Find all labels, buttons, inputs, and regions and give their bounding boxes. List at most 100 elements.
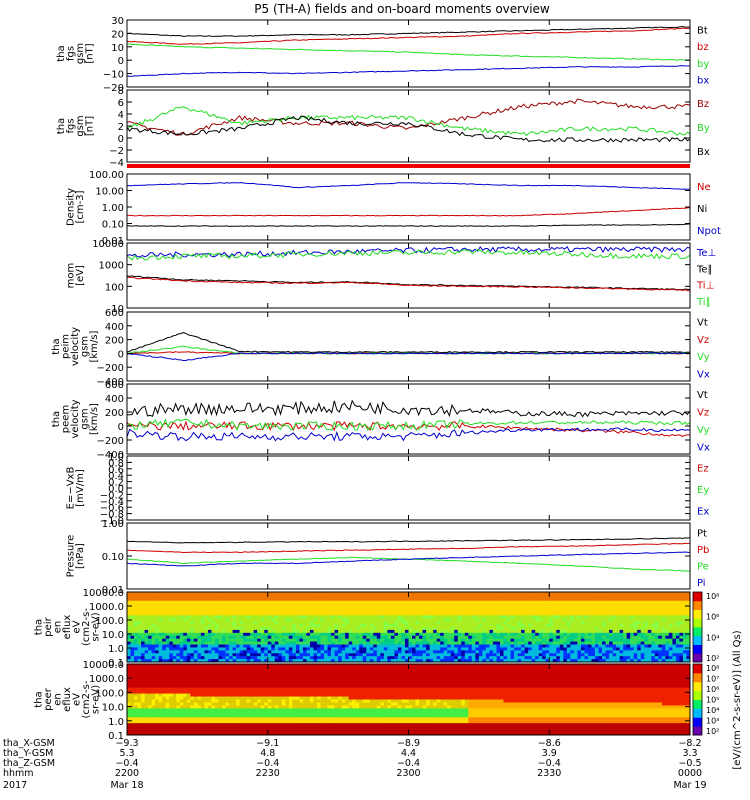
colorbar-segment — [693, 726, 702, 736]
legend-entry: Ti⊥ — [696, 281, 714, 292]
colorbar-segment — [693, 664, 702, 674]
y-tick-label: 10 — [111, 43, 124, 54]
colorbar-segment — [693, 609, 702, 619]
y-tick-label: 0.1 — [108, 731, 124, 742]
y-tick-label: 600 — [105, 380, 124, 391]
series-Pb — [126, 542, 691, 554]
y-label-line: sr-eV) — [91, 612, 102, 641]
event-bar — [127, 164, 690, 168]
x-row-label: tha_X-GSM — [3, 738, 55, 749]
series-bx — [126, 65, 691, 77]
y-tick-label: 30 — [111, 16, 124, 27]
y-tick-label: 20 — [111, 29, 124, 40]
colorbar-segment — [693, 627, 702, 637]
x-row-value: −0.4 — [256, 758, 279, 769]
y-tick-label: 100.0 — [95, 616, 124, 627]
panel-frame — [126, 242, 691, 309]
y-tick-label: −0.2 — [100, 490, 124, 501]
y-tick-label: 0.6 — [108, 465, 124, 476]
y-label-line: mom — [65, 263, 76, 289]
series-Ne — [126, 207, 691, 217]
y-tick-label: 0 — [118, 134, 124, 145]
colorbar: 10² 10⁴ 10⁶ 10⁸ — [692, 591, 719, 663]
y-label-line: [cm-3] — [75, 190, 86, 223]
legend: Te⊥ Te∥ Ti⊥ Ti∥ — [696, 248, 716, 308]
panel-frame — [126, 89, 691, 163]
y-label-line: tha — [56, 45, 67, 61]
y-tick-label: 0.1 — [108, 658, 124, 669]
y-tick-label: −0.4 — [100, 497, 124, 508]
y-tick-label: 1.0 — [108, 644, 124, 655]
series-Ti⊥ — [126, 276, 691, 292]
y-label-line: peim — [61, 334, 72, 359]
y-axis-label: Density[cm-3] — [65, 188, 86, 226]
legend-entry: Te∥ — [696, 264, 713, 275]
y-label-line: fgs — [65, 118, 76, 133]
legend-entry: Pe — [697, 561, 709, 572]
y-tick-label: −0.6 — [100, 503, 124, 514]
series-Pi — [126, 551, 691, 567]
x-row-value: 2200 — [115, 768, 139, 779]
series-Bx — [126, 115, 691, 143]
y-label-line: (cm2-s- — [81, 608, 92, 646]
legend-entry: bz — [697, 42, 709, 53]
y-label-line: peir — [43, 616, 54, 636]
legend: Ez Ey Ex — [697, 464, 709, 518]
colorbar-segment — [693, 699, 702, 709]
series-Vy — [126, 418, 691, 432]
y-tick-label: 1.00 — [102, 519, 124, 530]
series-Bz — [126, 98, 691, 136]
x-date-start: Mar 18 — [110, 780, 143, 791]
y-tick-label: 0 — [118, 349, 124, 360]
x-row-label: tha_Y-GSM — [3, 748, 53, 759]
y-label-line: velocity — [70, 399, 81, 438]
x-row-value: −0.4 — [538, 758, 561, 769]
y-tick-label: 0.10 — [102, 220, 124, 231]
y-label-line: gsm — [75, 115, 86, 136]
series-bz — [126, 27, 691, 45]
x-row-value: −9.3 — [115, 738, 138, 749]
y-tick-label: −4 — [109, 158, 124, 169]
y-axis-label: mom[eV] — [65, 263, 86, 289]
legend-entry: Npot — [697, 226, 721, 237]
colorbar-segment — [693, 618, 702, 628]
y-tick-label: −0.8 — [100, 510, 124, 521]
legend-entry: Ez — [697, 464, 709, 475]
legend-entry: Ni — [697, 204, 707, 215]
legend-entry: by — [697, 59, 709, 70]
y-tick-label: 400 — [105, 394, 124, 405]
y-tick-label: 100 — [105, 282, 124, 293]
colorbar-tick-label: 10⁴ — [706, 633, 719, 642]
x-row-value: −0.4 — [115, 758, 138, 769]
colorbar-segment — [693, 690, 702, 701]
legend: Ne Ni Npot — [697, 182, 721, 237]
panel-frame — [126, 383, 691, 455]
colorbar-tick-label: 10² — [706, 654, 719, 663]
colorbar-frame — [692, 591, 703, 663]
y-tick-label: −400 — [97, 377, 124, 388]
y-label-line: sr-eV) — [91, 685, 102, 714]
x-row-label: hhmm — [3, 768, 34, 779]
y-tick-label: 0.0 — [108, 484, 124, 495]
series-Vx — [126, 352, 691, 361]
y-tick-label: 1000.0 — [89, 674, 124, 685]
plot-title: P5 (TH-A) fields and on-board moments ov… — [254, 2, 550, 16]
x-date-end: Mar 19 — [673, 780, 706, 791]
y-label-line: tha — [51, 338, 62, 354]
legend-entry: Vt — [697, 390, 708, 401]
y-label-line: en — [53, 621, 64, 634]
y-tick-label: 10 — [111, 304, 124, 315]
y-tick-label: 0.01 — [102, 236, 124, 247]
panel-9: 10² 10⁴ 10⁶ 10⁸ 10000.0 1000.0 100.0 10.0 1.0 0.1… — [34, 588, 720, 669]
y-label-line: eflux — [62, 615, 73, 640]
y-tick-label: 0.4 — [108, 471, 124, 482]
series-Ni — [127, 223, 691, 227]
y-tick-label: −20 — [103, 83, 124, 94]
legend-entry: Bt — [697, 25, 708, 36]
colorbar-segment — [693, 600, 702, 610]
y-axis-label: Pressure[nPa] — [65, 535, 86, 578]
y-tick-label: 10000 — [92, 239, 124, 250]
